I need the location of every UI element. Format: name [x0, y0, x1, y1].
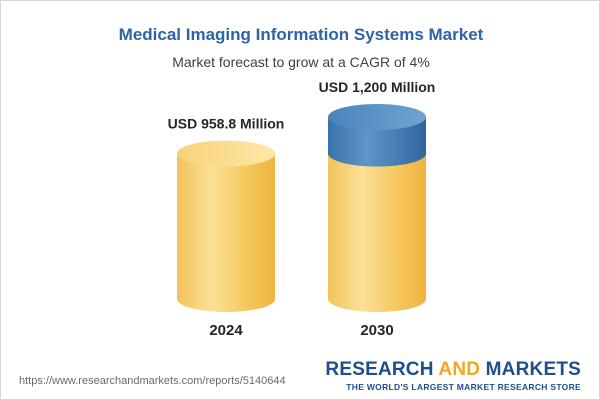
cylinder-top-2030 [328, 104, 426, 130]
cylinder-growth-segment-2030 [328, 117, 426, 167]
brand-logo: RESEARCH AND MARKETS THE WORLD'S LARGEST… [325, 360, 581, 392]
brand-tagline: THE WORLD'S LARGEST MARKET RESEARCH STOR… [346, 382, 581, 392]
brand-name-part3: MARKETS [480, 359, 581, 380]
brand-name: RESEARCH AND MARKETS [325, 360, 581, 379]
category-label-2024: 2024 [209, 322, 243, 339]
value-label-2030: USD 1,200 Million [319, 79, 436, 95]
value-label-2024: USD 958.8 Million [168, 116, 285, 132]
chart-title: Medical Imaging Information Systems Mark… [118, 25, 484, 44]
source-url: https://www.researchandmarkets.com/repor… [19, 375, 286, 387]
cylinder-base-segment-2030 [328, 153, 426, 312]
category-label-2030: 2030 [360, 322, 393, 339]
chart-subtitle: Market forecast to grow at a CAGR of 4% [172, 54, 430, 70]
brand-name-and: AND [438, 359, 481, 380]
cylinder-bar-2024 [177, 153, 275, 312]
brand-name-part1: RESEARCH [325, 359, 439, 380]
cylinder-top-2024 [177, 140, 275, 167]
